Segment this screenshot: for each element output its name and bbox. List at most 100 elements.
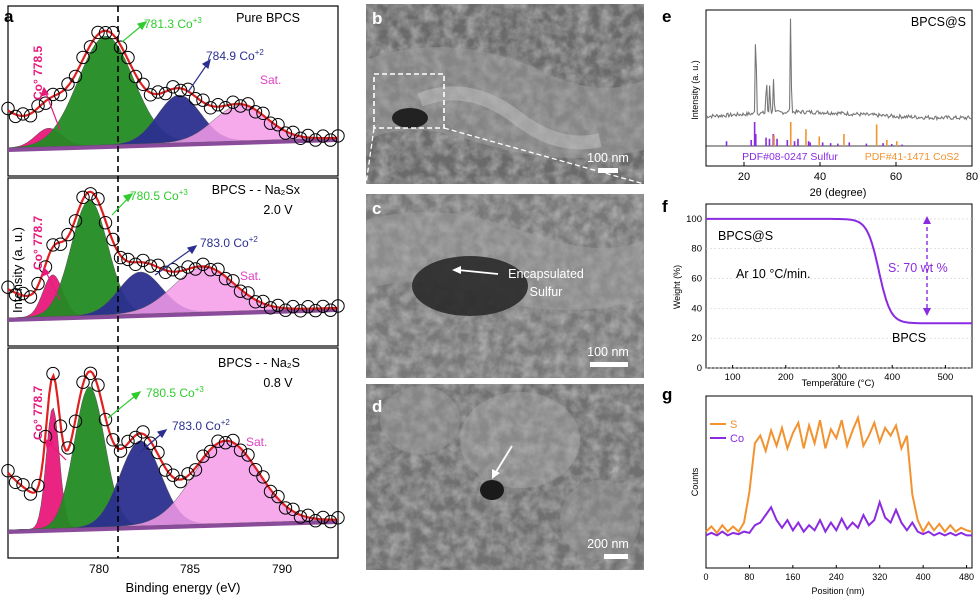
raw-data-point [113,444,128,458]
raw-data-point [113,250,128,265]
raw-data-point [173,83,188,98]
raw-data-point [293,304,308,318]
series-line-co [705,498,972,537]
raw-data-point [196,257,210,271]
raw-data-point [263,301,278,315]
raw-data-point [106,232,120,247]
raw-data-point [91,192,105,206]
subplot-title: Pure BPCS [236,11,300,25]
xps-subplot-pure-bpcs [1,5,345,177]
xrd-xlabel: 2θ (degree) [810,187,867,199]
linescan-plot-frame [705,395,973,569]
raw-data-point [68,414,83,428]
tga-sample-label: BPCS@S [718,229,773,243]
panel-letter-b: b [372,9,382,28]
panel-letter-f: f [662,197,668,216]
encapsulated-cavity [412,256,528,316]
raw-data-point [61,441,75,455]
raw-data-point [308,514,323,528]
raw-data-point [68,214,83,228]
xrd-x-ticks: 20 40 60 80 [738,162,978,183]
tga-ytick-label: 20 [691,333,702,344]
raw-data-point [8,475,23,489]
raw-data-point [106,25,120,40]
co3-label: 781.3 Co+3 [144,16,202,31]
raw-data-point [143,259,158,273]
raw-data-point [233,99,248,113]
raw-data-point [241,286,255,300]
co2-label: 783.0 Co+2 [200,235,258,250]
raw-data-point [218,271,233,286]
tga-xtick-label: 300 [831,372,847,383]
raw-data-point [226,433,240,448]
raw-data-point [181,467,195,481]
raw-data-point [316,510,330,525]
linescan-xtick-label: 240 [829,572,844,582]
fit-envelope [7,29,339,140]
raw-data-point [158,463,173,477]
raw-data-point [233,443,248,457]
linescan-xlabel: Position (nm) [811,586,864,596]
raw-data-point [16,107,30,121]
subplot-voltage: 0.8 V [263,376,293,390]
raw-data-point [181,82,195,97]
raw-data-point [278,303,293,317]
raw-data-point [271,118,285,132]
raw-data-point [331,299,345,313]
raw-data-point [1,101,15,116]
raw-data-point [241,448,255,462]
raw-data-point [278,126,293,140]
xrd-reference-lines [725,122,903,146]
raw-data-point [23,109,38,123]
raw-data-point [53,237,68,251]
panel-a-xtick: 790 [272,562,292,576]
panel-letter-a: a [4,7,14,26]
co3-label: 780.5 Co+3 [130,188,188,203]
raw-data-point [31,99,45,113]
raw-data-point [331,511,345,525]
co0-label: Co° 778.7 [31,216,45,270]
raw-data-point [308,303,323,318]
raw-data-point [158,86,173,101]
raw-data-point [323,133,338,147]
opening-hole [480,480,504,500]
subplot-title: BPCS - - Na₂S [218,356,300,370]
raw-data-point [143,436,158,450]
tga-xtick-label: 400 [884,372,900,383]
raw-data-point [8,109,23,124]
raw-data-point [316,129,330,143]
raw-data-point [151,258,165,272]
tga-condition-label: Ar 10 °C/min. [736,267,810,281]
raw-data-point [91,25,105,40]
panel-f-tga: f Weight (%) Temperature (°C) 0 20 40 60 80 1… [662,197,973,389]
background-line [8,308,338,322]
raw-data-point [301,508,315,522]
raw-data-point [173,474,188,489]
raw-data-point [46,238,60,252]
raw-data-point [23,487,38,501]
raw-data-point [53,87,68,102]
panel-a-xtick: 785 [180,562,200,576]
raw-data-point [293,131,308,146]
sat-label: Sat. [240,269,261,283]
panel-g-linescan: g Counts Position (nm) 0 80 160 240 320 400 48… [662,385,974,596]
raw-data-point [286,502,300,516]
linescan-xtick-label: 480 [959,572,974,582]
raw-data-point [233,284,248,298]
raw-data-point [173,266,188,280]
tga-residue-label: BPCS [892,331,926,345]
raw-data-point [248,295,263,309]
panel-a-xtick: 780 [89,562,109,576]
raw-data-point [301,128,315,143]
raw-data-point [31,478,45,493]
raw-data-point [166,263,180,277]
raw-data-point [8,288,23,302]
raw-data-point [61,77,75,91]
panel-letter-e: e [662,7,671,26]
raw-data-point [211,98,225,112]
tga-ticks: 0 20 40 60 80 100 100 200 300 400 500 [686,214,953,383]
sat-label: Sat. [260,73,281,87]
raw-data-point [121,252,135,267]
xrd-tick-label: 40 [814,171,826,183]
raw-data-point [46,366,60,381]
